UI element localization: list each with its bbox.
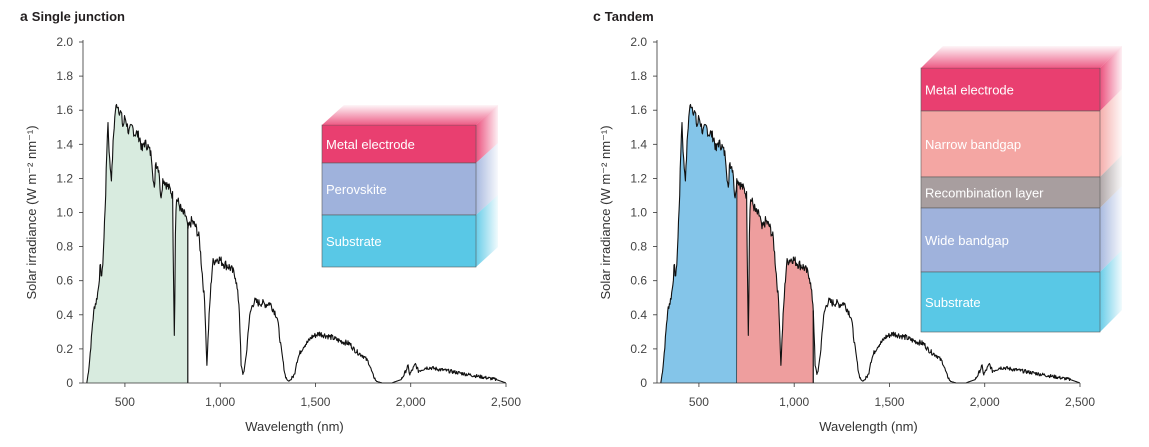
layer-metal-electrode [321,124,477,164]
layer-label: Narrow bandgap [925,137,1021,152]
stack-top-face [921,46,1122,68]
layer-side [1100,46,1122,111]
y-tick-label: 1.8 [56,69,73,83]
panel-title-text: Tandem [604,9,654,24]
y-tick-label: 2.0 [56,35,73,49]
stack-top-face [322,105,498,125]
x-tick-label: 500 [689,395,709,409]
layer-side [1100,89,1122,177]
layer-substrate [920,271,1101,333]
layer-label: Metal electrode [326,137,415,152]
x-axis-label: Wavelength (nm) [819,419,918,434]
spectrum-line [660,103,1080,384]
layer-substrate [321,214,477,268]
x-axis-label: Wavelength (nm) [245,419,344,434]
layer-recombination-layer [920,176,1101,209]
y-tick-label: 1.4 [56,137,73,151]
shaded-region-1 [737,181,814,383]
y-tick-label: 0.6 [630,274,647,288]
x-tick-label: 1,000 [205,395,235,409]
layer-label: Substrate [326,234,382,249]
panel-single-junction: a Single junction 0 0.2 0.4 0.6 0.8 1.0 1.2 1.4 1… [0,0,574,447]
y-tick-label: 0.8 [56,240,73,254]
y-tick-label: 0 [66,376,73,390]
x-tick-label: 500 [115,395,135,409]
y-axis-label: Solar irradiance (W m⁻² nm⁻¹) [598,125,613,299]
layer-label: Perovskite [326,182,387,197]
y-tick-label: 1.2 [630,171,647,185]
layer-side [476,143,498,215]
layer-label: Wide bandgap [925,233,1009,248]
x-tick-label: 2,000 [396,395,426,409]
x-tick-label: 2,000 [970,395,1000,409]
layer-side [1100,250,1122,332]
layer-side [1100,186,1122,272]
panel-title: a Single junction [20,8,125,24]
y-tick-label: 1.8 [630,69,647,83]
layer-label: Metal electrode [925,83,1014,98]
y-tick-label: 0 [640,376,647,390]
layer-label: Recombination layer [925,186,1044,201]
x-tick-label: 1,000 [779,395,809,409]
chart-tandem: 0 0.2 0.4 0.6 0.8 1.0 1.2 1.4 1.6 1.8 2.0 500 1,000 1… [598,35,1122,434]
panel-title: c Tandem [593,8,654,24]
y-tick-label: 2.0 [630,35,647,49]
layer-metal-electrode [920,67,1101,112]
x-tick-label: 1,500 [300,395,330,409]
layer-side [1100,155,1122,208]
layer-narrow-bandgap [920,110,1101,178]
y-tick-label: 0.4 [56,308,73,322]
chart-single-junction: 0 0.2 0.4 0.6 0.8 1.0 1.2 1.4 1.6 1.8 2.0 500 1,000 1… [24,35,521,434]
panel-title-text: Single junction [31,9,125,24]
panel-letter: a [20,8,28,24]
y-tick-label: 0.8 [630,240,647,254]
y-tick-label: 1.0 [56,206,73,220]
panel-letter: c [593,8,601,24]
y-tick-label: 1.6 [630,103,647,117]
y-tick-label: 1.6 [56,103,73,117]
y-tick-label: 0.6 [56,274,73,288]
y-tick-label: 1.4 [630,137,647,151]
x-tick-label: 2,500 [1065,395,1095,409]
y-tick-label: 0.2 [630,342,647,356]
y-axis-label: Solar irradiance (W m⁻² nm⁻¹) [24,125,39,299]
x-tick-label: 2,500 [491,395,521,409]
x-tick-label: 1,500 [874,395,904,409]
y-tick-label: 1.0 [630,206,647,220]
y-tick-label: 0.4 [630,308,647,322]
layer-side [476,195,498,267]
y-tick-label: 1.2 [56,171,73,185]
panel-tandem: c Tandem 0 0.2 0.4 0.6 0.8 1.0 1.2 1.4 1.6 1.8 2.0 5… [574,0,1148,447]
device-stack-tandem: Metal electrode Narrow bandgap Recombinati… [920,46,1122,333]
y-tick-label: 0.2 [56,342,73,356]
device-stack-single: Metal electrode Perovskite Substrate [321,105,498,268]
layer-wide-bandgap [920,207,1101,273]
layer-perovskite [321,162,477,216]
spectrum-line [86,103,506,384]
layer-label: Substrate [925,295,981,310]
shaded-region-0 [660,104,737,383]
layer-side [476,105,498,163]
